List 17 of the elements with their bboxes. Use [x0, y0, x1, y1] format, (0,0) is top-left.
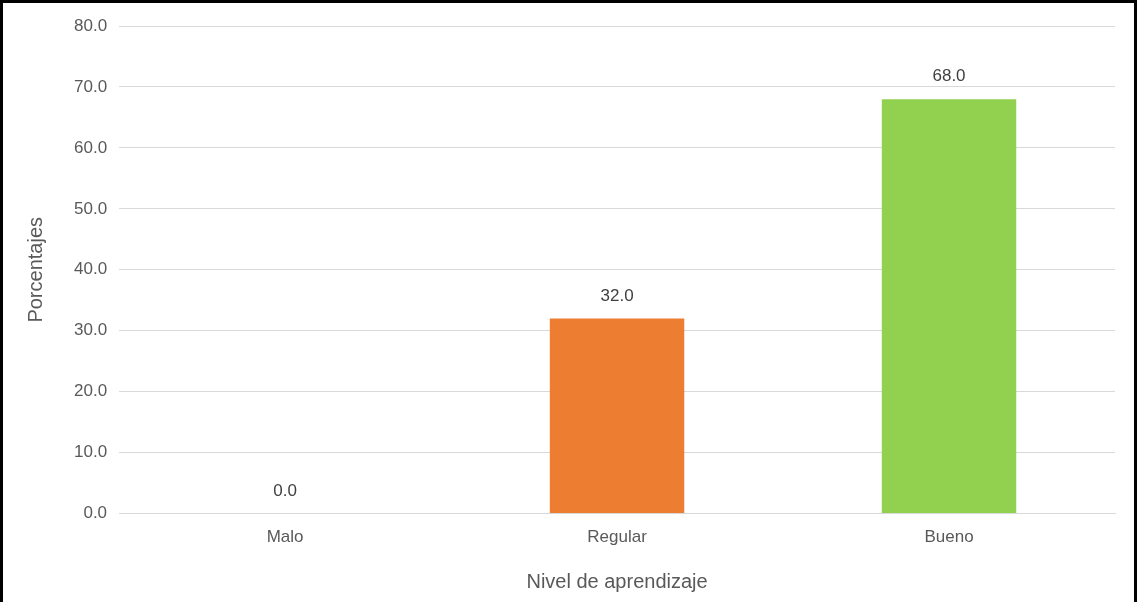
y-tick-label: 50.0	[73, 198, 108, 218]
x-axis-title: Nivel de aprendizaje	[526, 569, 708, 592]
y-tick-label: 40.0	[73, 259, 108, 279]
x-tick-label: Malo	[266, 527, 304, 547]
data-label: 0.0	[273, 480, 297, 500]
y-tick-label: 0.0	[83, 503, 108, 523]
y-tick-label: 70.0	[73, 76, 108, 96]
x-tick-label: Bueno	[924, 527, 974, 547]
y-axis-title: Porcentajes	[23, 216, 46, 323]
y-tick-label: 20.0	[73, 381, 108, 401]
y-tick-label: 60.0	[73, 137, 108, 157]
data-label: 68.0	[932, 66, 966, 86]
x-tick-label: Regular	[587, 527, 648, 547]
y-tick-label: 80.0	[73, 15, 108, 35]
data-label: 32.0	[600, 285, 634, 305]
y-tick-label: 10.0	[73, 442, 108, 462]
y-tick-label: 30.0	[73, 320, 108, 340]
